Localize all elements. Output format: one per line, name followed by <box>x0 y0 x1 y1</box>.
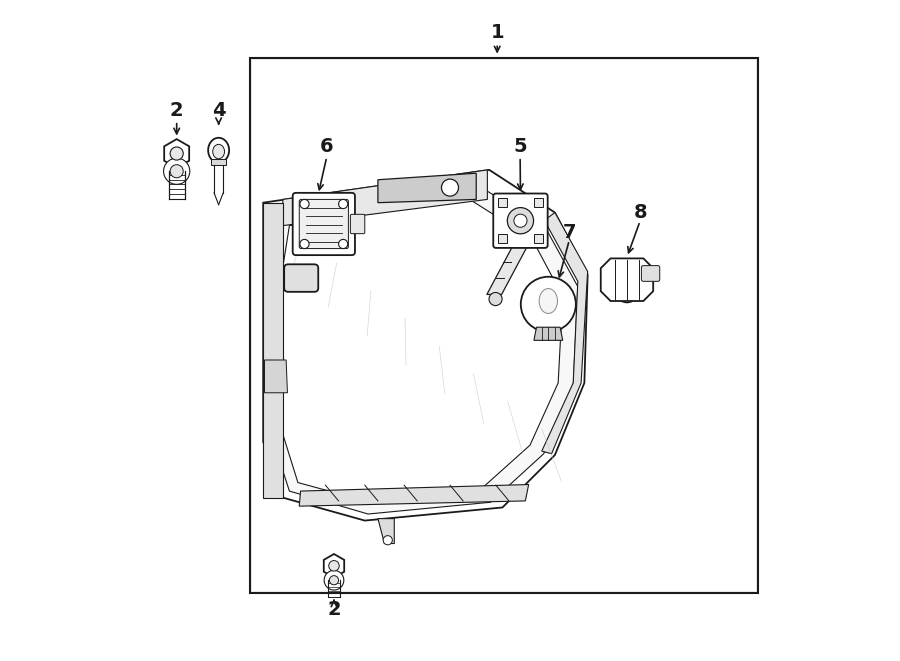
Text: 3: 3 <box>292 239 306 258</box>
Text: 7: 7 <box>562 223 576 242</box>
Bar <box>498 234 507 243</box>
Circle shape <box>521 277 576 332</box>
Polygon shape <box>534 327 562 340</box>
Circle shape <box>324 570 344 590</box>
Polygon shape <box>164 139 189 168</box>
Circle shape <box>170 165 184 178</box>
Polygon shape <box>281 200 562 502</box>
Polygon shape <box>283 170 488 225</box>
Text: 4: 4 <box>212 101 225 120</box>
Polygon shape <box>378 173 476 203</box>
Polygon shape <box>378 519 394 543</box>
Bar <box>211 159 227 165</box>
Bar <box>252 60 756 591</box>
Circle shape <box>338 239 347 249</box>
Polygon shape <box>542 213 588 453</box>
Circle shape <box>508 208 534 234</box>
Polygon shape <box>324 554 344 578</box>
Polygon shape <box>263 170 588 521</box>
Circle shape <box>329 576 338 585</box>
Circle shape <box>489 292 502 305</box>
FancyBboxPatch shape <box>642 266 660 282</box>
Text: 5: 5 <box>513 137 526 157</box>
FancyBboxPatch shape <box>284 264 319 292</box>
Ellipse shape <box>616 264 638 298</box>
Circle shape <box>442 179 458 196</box>
Circle shape <box>164 158 190 184</box>
Ellipse shape <box>208 137 230 163</box>
FancyBboxPatch shape <box>350 214 365 233</box>
Polygon shape <box>601 258 653 301</box>
Circle shape <box>300 200 309 209</box>
Polygon shape <box>263 203 283 498</box>
FancyBboxPatch shape <box>493 194 548 248</box>
Polygon shape <box>299 485 528 506</box>
Polygon shape <box>487 245 527 294</box>
Bar <box>534 198 543 208</box>
Bar <box>250 58 758 593</box>
Circle shape <box>514 214 527 227</box>
Text: 6: 6 <box>320 137 334 157</box>
Circle shape <box>383 535 392 545</box>
Polygon shape <box>265 360 287 393</box>
FancyBboxPatch shape <box>292 193 355 255</box>
Bar <box>534 234 543 243</box>
Ellipse shape <box>611 260 643 303</box>
FancyBboxPatch shape <box>299 200 348 249</box>
Ellipse shape <box>539 289 557 313</box>
Text: 8: 8 <box>634 203 647 222</box>
Bar <box>498 198 507 208</box>
Circle shape <box>170 147 184 160</box>
Circle shape <box>328 561 339 571</box>
Circle shape <box>338 200 347 209</box>
Text: 2: 2 <box>328 600 341 619</box>
Circle shape <box>300 239 309 249</box>
Ellipse shape <box>212 144 224 159</box>
Polygon shape <box>270 186 578 514</box>
Text: 2: 2 <box>170 101 184 120</box>
Text: 1: 1 <box>491 22 504 42</box>
